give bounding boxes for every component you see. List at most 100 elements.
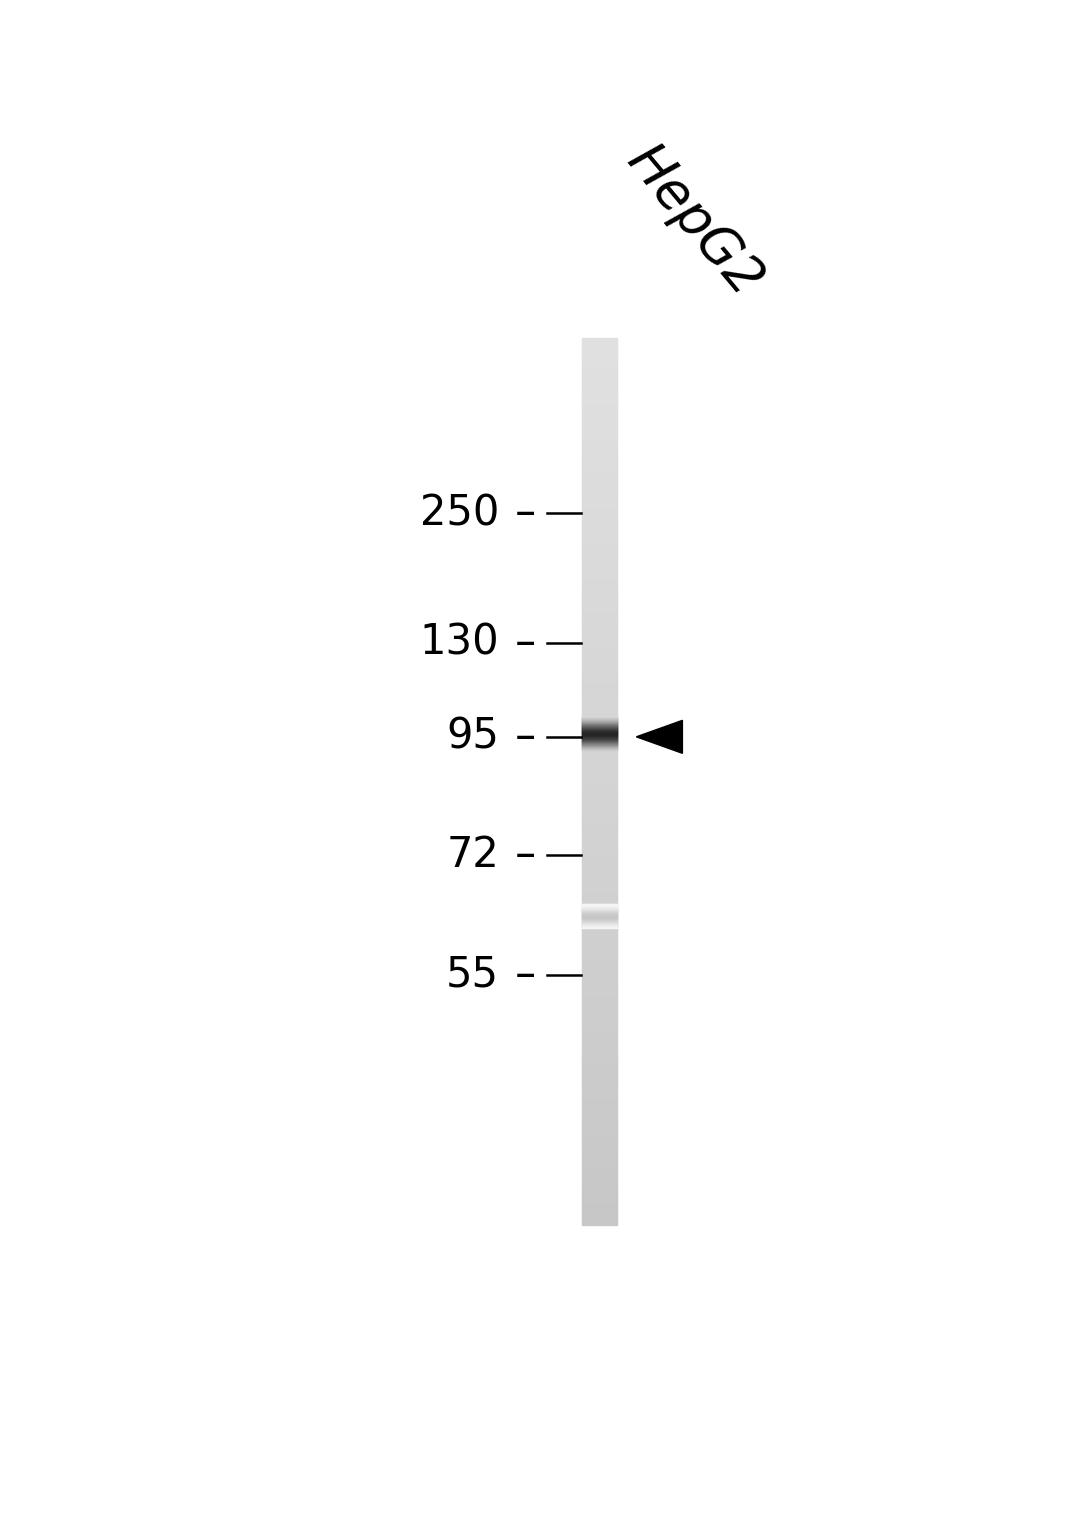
Bar xyxy=(582,563,617,566)
Bar xyxy=(582,1063,617,1066)
Bar xyxy=(582,1121,617,1125)
Bar xyxy=(582,850,617,853)
Bar xyxy=(582,950,617,954)
Bar xyxy=(582,737,617,740)
Bar xyxy=(582,1216,617,1220)
Bar xyxy=(582,489,617,492)
Bar xyxy=(582,942,617,945)
Bar xyxy=(582,636,617,641)
Bar xyxy=(582,639,617,644)
Bar xyxy=(582,687,617,691)
Bar xyxy=(582,506,617,511)
Bar xyxy=(582,891,617,894)
Bar xyxy=(582,553,617,558)
Bar xyxy=(582,1161,617,1164)
Bar xyxy=(582,512,617,517)
Bar xyxy=(582,416,617,419)
Bar xyxy=(582,844,617,847)
Bar xyxy=(582,806,617,809)
Bar xyxy=(582,601,617,605)
Bar xyxy=(582,1124,617,1128)
Bar xyxy=(582,899,617,904)
Bar xyxy=(582,1044,617,1047)
Bar xyxy=(582,708,617,711)
Bar xyxy=(582,622,617,625)
Bar xyxy=(582,803,617,806)
Bar xyxy=(582,362,617,365)
Bar xyxy=(582,936,617,939)
Bar xyxy=(582,661,617,664)
Bar xyxy=(582,858,617,862)
Bar xyxy=(582,338,617,342)
Bar xyxy=(582,578,617,581)
Bar xyxy=(582,1021,617,1024)
Bar xyxy=(582,540,617,543)
Bar xyxy=(582,731,617,735)
Bar xyxy=(582,572,617,575)
Bar xyxy=(582,1057,617,1060)
Bar xyxy=(582,838,617,841)
Text: –: – xyxy=(501,833,536,876)
Bar xyxy=(582,1003,617,1006)
Bar xyxy=(582,486,617,489)
Bar xyxy=(582,584,617,587)
Bar xyxy=(582,882,617,885)
Bar xyxy=(582,826,617,829)
Bar xyxy=(582,769,617,774)
Bar xyxy=(582,372,617,375)
Bar xyxy=(582,749,617,752)
Bar xyxy=(582,1136,617,1139)
Bar xyxy=(582,613,617,616)
Bar xyxy=(582,581,617,584)
Bar xyxy=(582,459,617,463)
Bar xyxy=(582,480,617,483)
Bar xyxy=(582,908,617,913)
Bar xyxy=(582,835,617,838)
Bar xyxy=(582,832,617,835)
Bar xyxy=(582,631,617,635)
Bar xyxy=(582,1222,617,1225)
Text: 55: 55 xyxy=(446,954,499,995)
Bar xyxy=(582,787,617,790)
Bar xyxy=(582,986,617,989)
Bar xyxy=(582,521,617,524)
Bar xyxy=(582,1118,617,1122)
Bar xyxy=(582,1073,617,1078)
Bar xyxy=(582,509,617,514)
Bar xyxy=(582,604,617,609)
Bar xyxy=(582,1183,617,1187)
Bar xyxy=(582,1151,617,1154)
Bar xyxy=(582,537,617,540)
Bar xyxy=(582,873,617,876)
Bar xyxy=(582,1165,617,1170)
Bar xyxy=(582,794,617,797)
Bar xyxy=(582,885,617,888)
Bar xyxy=(582,382,617,387)
Bar xyxy=(582,368,617,372)
Bar xyxy=(582,1139,617,1142)
Bar xyxy=(582,1060,617,1063)
Bar xyxy=(582,914,617,917)
Bar xyxy=(582,867,617,872)
Bar xyxy=(582,1209,617,1214)
Bar xyxy=(582,1018,617,1021)
Bar xyxy=(582,1180,617,1183)
Bar xyxy=(582,690,617,694)
Bar xyxy=(582,550,617,555)
Bar xyxy=(582,592,617,596)
Bar xyxy=(582,781,617,784)
Bar xyxy=(582,809,617,812)
Bar xyxy=(582,1101,617,1104)
Bar xyxy=(582,888,617,891)
Bar xyxy=(582,829,617,832)
Bar xyxy=(582,427,617,431)
Bar xyxy=(582,462,617,466)
Bar xyxy=(582,560,617,564)
Bar xyxy=(582,994,617,998)
Bar xyxy=(582,436,617,439)
Bar xyxy=(582,1069,617,1072)
Bar xyxy=(582,1015,617,1018)
Bar xyxy=(582,734,617,739)
Bar xyxy=(582,920,617,924)
Bar xyxy=(582,1035,617,1040)
